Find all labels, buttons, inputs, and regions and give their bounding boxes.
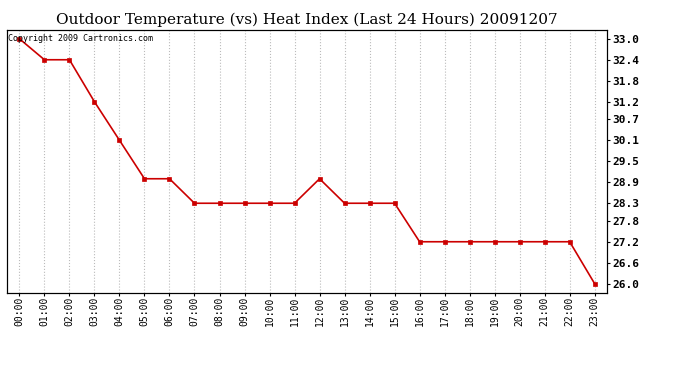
Text: Copyright 2009 Cartronics.com: Copyright 2009 Cartronics.com: [8, 34, 153, 43]
Title: Outdoor Temperature (vs) Heat Index (Last 24 Hours) 20091207: Outdoor Temperature (vs) Heat Index (Las…: [57, 13, 558, 27]
